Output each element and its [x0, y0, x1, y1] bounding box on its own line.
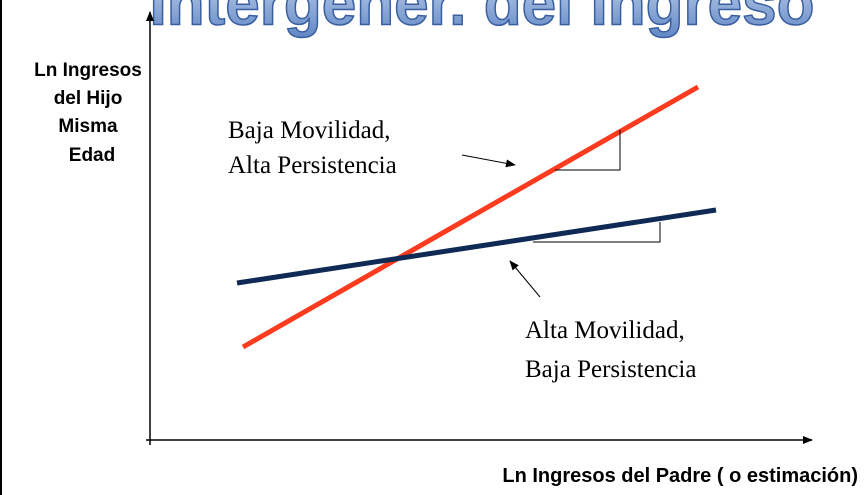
y-axis-label: Edad [69, 145, 115, 166]
y-axis-label: del Hijo [54, 88, 123, 109]
annotation: Alta Movilidad, [525, 317, 685, 344]
slope-triangle [555, 130, 621, 171]
title: Intergener. del Ingreso [150, 0, 815, 38]
low-mobility-line [241, 84, 700, 350]
high-mobility-line [236, 207, 717, 286]
y-axis-label: Misma [58, 116, 118, 137]
pointer-arrow [509, 260, 541, 298]
annotation: Baja Persistencia [525, 356, 696, 383]
pointer-arrow [461, 154, 516, 168]
annotation: Alta Persistencia [228, 152, 397, 179]
slope-triangle [533, 222, 661, 243]
y-axis-label: Ln Ingresos [34, 60, 142, 81]
annotation: Baja Movilidad, [228, 117, 390, 144]
x-axis-label: Ln Ingresos del Padre ( o estimación) [502, 465, 858, 487]
